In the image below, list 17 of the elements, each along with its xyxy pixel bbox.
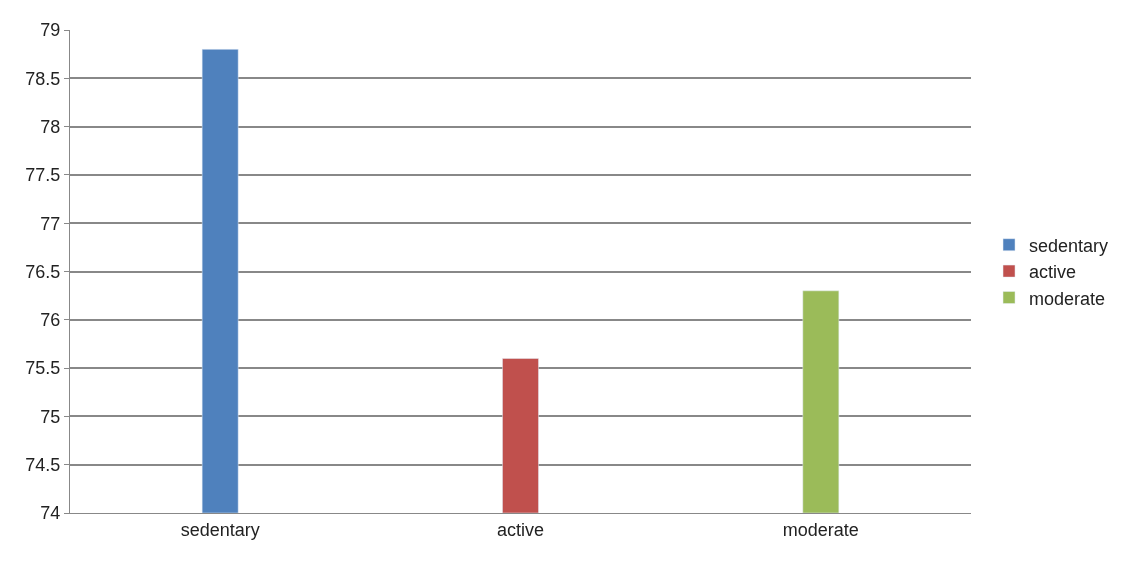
y-tick-label: 78 <box>40 116 61 137</box>
y-tick-label: 79 <box>40 20 61 41</box>
x-tick-label: active <box>496 519 545 540</box>
y-tick-label: 75.5 <box>25 358 61 379</box>
y-tick-label: 76 <box>40 310 61 331</box>
y-tick-label: 77.5 <box>25 165 61 186</box>
y-tick-label: 76.5 <box>25 261 61 282</box>
legend-label: moderate <box>1029 288 1106 309</box>
y-tick-label: 74 <box>40 503 61 524</box>
y-tick-label: 74.5 <box>25 455 61 475</box>
x-tick-label: moderate <box>782 519 859 540</box>
y-tick-label: 75 <box>40 406 61 427</box>
x-tick-label: sedentary <box>180 519 260 540</box>
y-tick-label: 77 <box>40 213 61 234</box>
legend-label: sedentary <box>1029 235 1109 256</box>
y-tick-label: 78.5 <box>25 68 61 89</box>
legend-label: active <box>1029 262 1077 283</box>
